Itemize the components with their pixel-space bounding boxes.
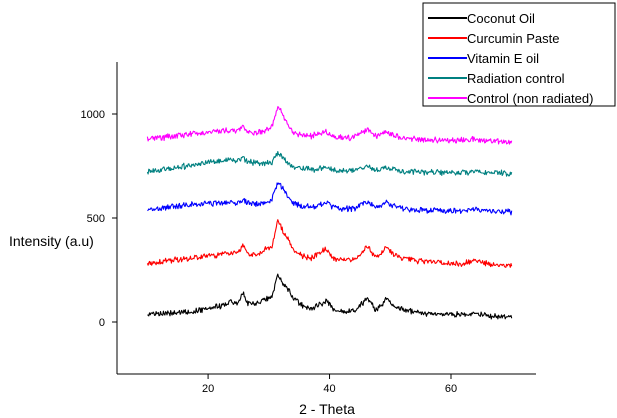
y-axis-title: Intensity (a.u) <box>9 233 94 249</box>
y-tick-label: 0 <box>99 317 105 329</box>
legend-frame <box>422 2 616 107</box>
y-axis-ticks: 0 500 1000 <box>81 109 117 329</box>
x-axis-ticks: 20 40 60 <box>202 374 457 395</box>
series-line-vitamin-e-oil <box>147 182 513 216</box>
x-tick-label: 20 <box>202 383 214 395</box>
legend-items: Coconut Oil Curcumin Paste Vitamin E oil Ra… <box>428 11 593 106</box>
series-layer <box>146 106 513 320</box>
series-line-radiation-control <box>146 150 513 177</box>
legend-label: Radiation control <box>467 71 565 86</box>
legend-label: Control (non radiated) <box>467 91 593 106</box>
chart-legend: Coconut Oil Curcumin Paste Vitamin E oil Ra… <box>422 2 616 107</box>
legend-label: Curcumin Paste <box>467 31 559 46</box>
x-tick-label: 40 <box>323 383 335 395</box>
x-tick-label: 60 <box>445 383 457 395</box>
y-tick-label: 1000 <box>81 109 105 121</box>
series-line-control-non-radiated <box>146 106 513 145</box>
plot-area: 20 40 60 0 500 1000 <box>81 62 536 395</box>
y-tick-label: 500 <box>87 213 105 225</box>
series-line-curcumin-paste <box>146 219 513 268</box>
legend-label: Vitamin E oil <box>467 51 539 66</box>
legend-label: Coconut Oil <box>467 11 535 26</box>
x-axis-title: 2 - Theta <box>299 401 355 417</box>
series-line-coconut-oil <box>147 273 513 320</box>
